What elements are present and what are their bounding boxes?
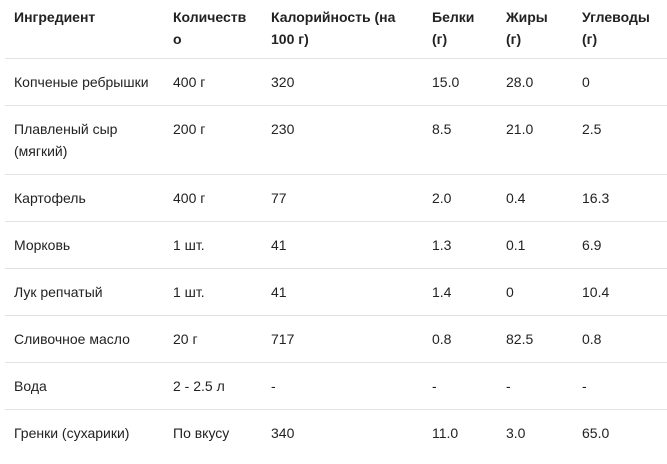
table-body: Копченые ребрышки 400 г 320 15.0 28.0 0 … (5, 58, 667, 457)
header-row: Ингредиент Количество Калорийность (на 1… (5, 0, 667, 59)
cell-carbs: 16.3 (573, 174, 667, 222)
table-row: Плавленый сыр (мягкий) 200 г 230 8.5 21.… (5, 105, 667, 175)
table-header: Ингредиент Количество Калорийность (на 1… (5, 0, 667, 59)
cell-protein: 0.8 (423, 315, 497, 363)
cell-calories: 230 (262, 105, 423, 175)
cell-fat: 21.0 (497, 105, 573, 175)
cell-fat: 28.0 (497, 58, 573, 106)
cell-calories: 717 (262, 315, 423, 363)
table-row: Гренки (сухарики) По вкусу 340 11.0 3.0 … (5, 410, 667, 457)
cell-quantity: 1 шт. (164, 268, 262, 316)
table-row: Вода 2 - 2.5 л - - - - (5, 362, 667, 410)
cell-fat: 0 (497, 268, 573, 316)
table-row: Лук репчатый 1 шт. 41 1.4 0 10.4 (5, 268, 667, 316)
cell-quantity: 2 - 2.5 л (164, 362, 262, 410)
cell-fat: - (497, 362, 573, 410)
table-row: Морковь 1 шт. 41 1.3 0.1 6.9 (5, 221, 667, 269)
cell-calories: 41 (262, 268, 423, 316)
cell-carbs: 0 (573, 58, 667, 106)
cell-quantity: По вкусу (173, 425, 230, 441)
header-ingredient: Ингредиент (5, 0, 164, 59)
cell-protein: 1.3 (423, 221, 497, 269)
cell-carbs: 6.9 (573, 221, 667, 269)
header-fat: Жиры (г) (497, 0, 573, 59)
cell-carbs: 10.4 (573, 268, 667, 316)
cell-quantity: 200 г (164, 105, 262, 175)
cell-ingredient: Копченые ребрышки (5, 58, 164, 106)
cell-quantity: 1 шт. (164, 221, 262, 269)
header-protein: Белки (г) (423, 0, 497, 59)
cell-protein: 1.4 (423, 268, 497, 316)
cell-fat: 3.0 (506, 425, 526, 441)
cell-ingredient: Плавленый сыр (мягкий) (5, 105, 164, 175)
header-carbs: Углеводы (г) (573, 0, 667, 59)
cell-ingredient: Морковь (5, 221, 164, 269)
header-quantity: Количество (164, 0, 262, 59)
cell-fat: 0.1 (497, 221, 573, 269)
cell-protein: 2.0 (423, 174, 497, 222)
cell-protein: 15.0 (423, 58, 497, 106)
cell-ingredient: Сливочное масло (5, 315, 164, 363)
cell-protein: - (423, 362, 497, 410)
table-row: Картофель 400 г 77 2.0 0.4 16.3 (5, 174, 667, 222)
cell-ingredient: Лук репчатый (5, 268, 164, 316)
cell-calories: 340 (271, 425, 295, 441)
cell-ingredient: Гренки (сухарики) (14, 425, 130, 441)
cell-carbs: 65.0 (582, 425, 610, 441)
cell-quantity: 20 г (164, 315, 262, 363)
cell-quantity: 400 г (164, 174, 262, 222)
cell-calories: 41 (262, 221, 423, 269)
header-calories: Калорийность (на 100 г) (262, 0, 423, 59)
cell-fat: 0.4 (497, 174, 573, 222)
cell-fat: 82.5 (497, 315, 573, 363)
cell-carbs: 2.5 (573, 105, 667, 175)
cell-carbs: - (573, 362, 667, 410)
cell-protein: 8.5 (423, 105, 497, 175)
cell-carbs: 0.8 (573, 315, 667, 363)
table-row: Копченые ребрышки 400 г 320 15.0 28.0 0 (5, 58, 667, 106)
cell-ingredient: Вода (5, 362, 164, 410)
cell-calories: - (262, 362, 423, 410)
cell-ingredient: Картофель (5, 174, 164, 222)
cell-protein: 11.0 (432, 425, 459, 441)
nutrition-table: Ингредиент Количество Калорийность (на 1… (5, 0, 667, 456)
table-row: Сливочное масло 20 г 717 0.8 82.5 0.8 (5, 315, 667, 363)
cell-calories: 77 (262, 174, 423, 222)
cell-quantity: 400 г (164, 58, 262, 106)
cell-calories: 320 (262, 58, 423, 106)
